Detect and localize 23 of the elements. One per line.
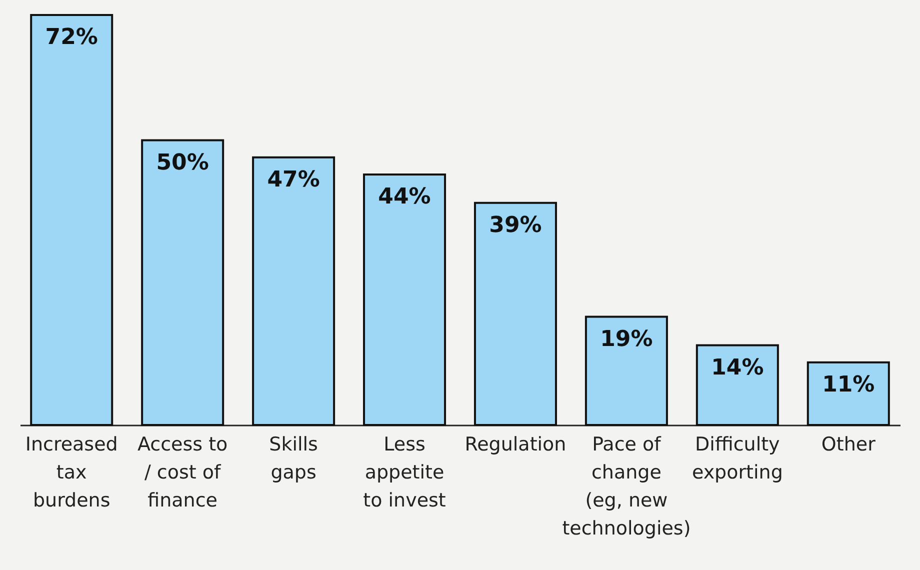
data-label: 14% xyxy=(711,355,764,380)
x-tick-label: Skills gaps xyxy=(269,434,318,484)
x-tick-label: Regulation xyxy=(464,434,566,456)
bar xyxy=(584,316,668,426)
x-tick-label: Difficulty exporting xyxy=(692,434,783,484)
data-label: 50% xyxy=(156,150,209,176)
data-label: 47% xyxy=(267,167,320,192)
x-tick-label: Less appetite to invest xyxy=(363,434,446,512)
bar xyxy=(141,139,224,426)
data-label: 44% xyxy=(378,184,431,210)
x-tick-label: Increased tax burdens xyxy=(25,434,118,512)
bar xyxy=(30,14,114,426)
bar xyxy=(474,202,557,426)
bar xyxy=(696,344,779,426)
x-tick-label: Other xyxy=(821,434,876,456)
bar xyxy=(252,156,336,426)
data-label: 72% xyxy=(45,25,98,50)
data-label: 11% xyxy=(822,372,875,398)
data-label: 39% xyxy=(489,212,542,238)
x-tick-label: Access to / cost of finance xyxy=(137,434,228,512)
bar xyxy=(363,173,446,426)
data-label: 19% xyxy=(600,326,653,352)
bar xyxy=(806,361,890,426)
